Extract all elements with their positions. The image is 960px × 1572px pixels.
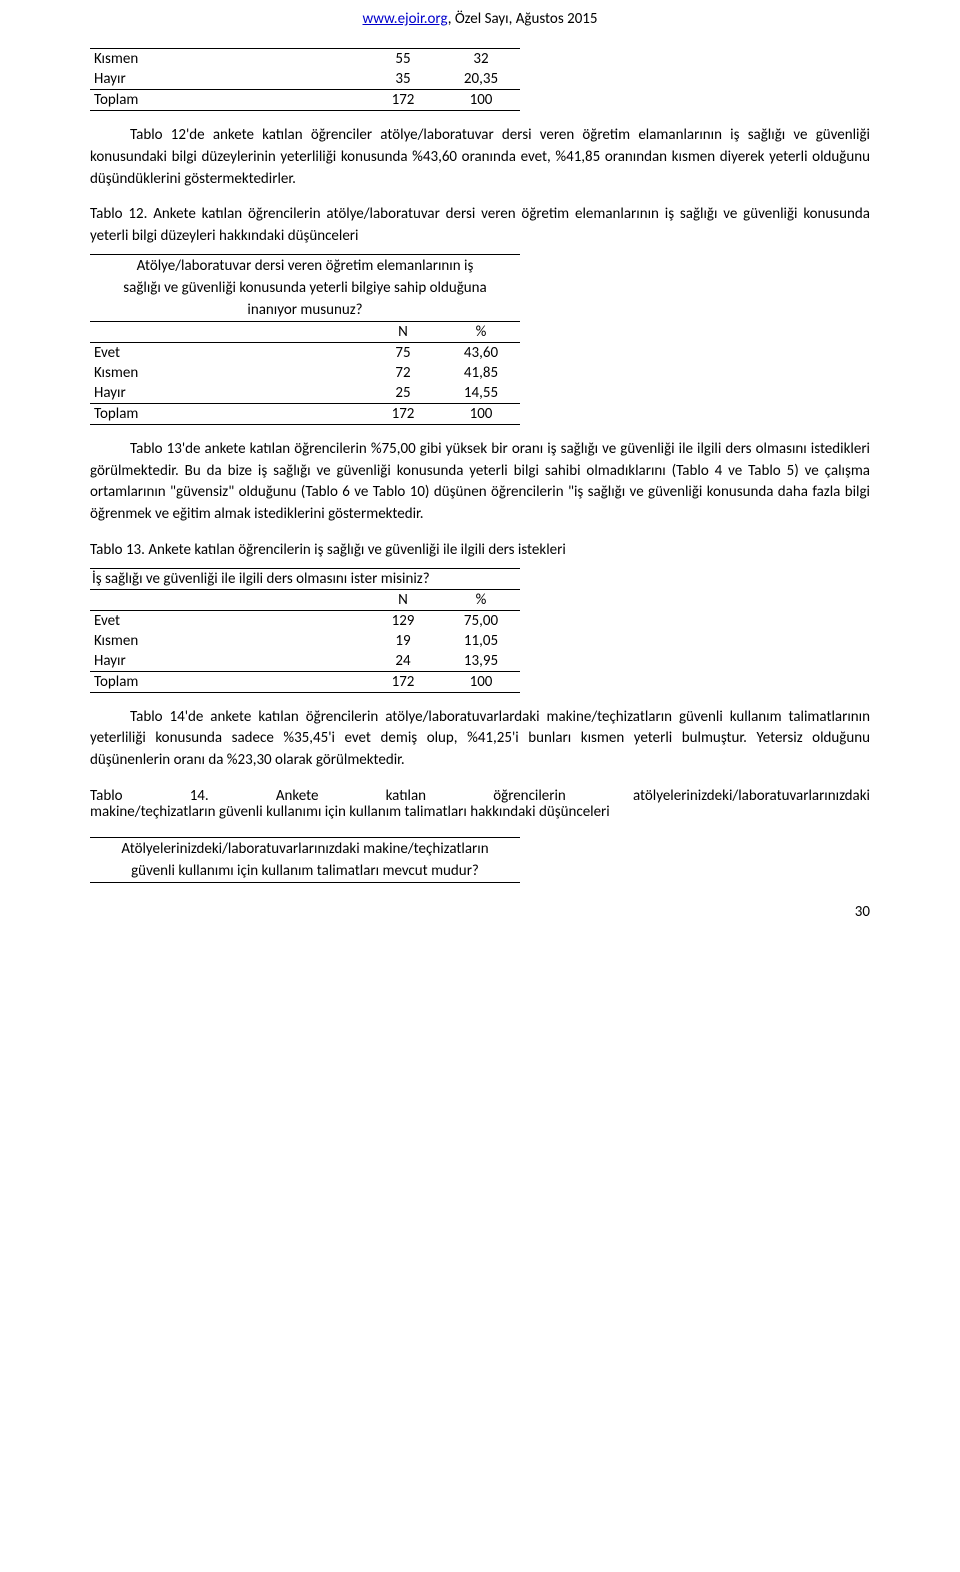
cell-label: Hayır xyxy=(90,383,364,404)
cell-label: Hayır xyxy=(90,651,364,672)
cell-label: Toplam xyxy=(90,671,364,692)
cell-pct: 14,55 xyxy=(442,383,520,404)
cell-n: 75 xyxy=(364,342,442,363)
page-number: 30 xyxy=(90,903,870,921)
cell-label: Kısmen xyxy=(90,631,364,651)
cell-n: 55 xyxy=(364,49,442,70)
header-blank xyxy=(90,589,364,610)
table-14-caption: Tablo 14. Ankete katılan öğrencilerin at… xyxy=(90,786,870,824)
question-line: Atölyelerinizdeki/laboratuvarlarınızdaki… xyxy=(90,838,520,861)
table-row: Hayır 35 20,35 xyxy=(90,69,520,90)
cell-pct: 100 xyxy=(442,90,520,111)
table-14-partial: Atölyelerinizdeki/laboratuvarlarınızdaki… xyxy=(90,837,520,883)
table-12: Atölye/laboratuvar dersi veren öğretim e… xyxy=(90,254,520,425)
caption-word: atölyelerinizdeki/laboratuvarlarınızdaki xyxy=(633,786,870,808)
question-line: Atölye/laboratuvar dersi veren öğretim e… xyxy=(90,254,520,277)
cell-n: 172 xyxy=(364,671,442,692)
cell-label: Toplam xyxy=(90,403,364,424)
cell-pct: 100 xyxy=(442,403,520,424)
cell-pct: 32 xyxy=(442,49,520,70)
cell-label: Kısmen xyxy=(90,49,364,70)
question-line: İş sağlığı ve güvenliği ile ilgili ders … xyxy=(90,568,520,589)
table-12-caption: Tablo 12. Ankete katılan öğrencilerin at… xyxy=(90,204,870,248)
cell-n: 129 xyxy=(364,610,442,631)
issue-label: , Özel Sayı, Ağustos 2015 xyxy=(448,10,598,28)
cell-label: Evet xyxy=(90,610,364,631)
cell-n: 25 xyxy=(364,383,442,404)
table-row: Kısmen 55 32 xyxy=(90,49,520,70)
header-pct: % xyxy=(442,321,520,342)
table-13-caption: Tablo 13. Ankete katılan öğrencilerin iş… xyxy=(90,540,870,562)
header-pct: % xyxy=(442,589,520,610)
cell-label: Kısmen xyxy=(90,363,364,383)
cell-n: 19 xyxy=(364,631,442,651)
cell-pct: 20,35 xyxy=(442,69,520,90)
journal-header: www.ejoir.org, Özel Sayı, Ağustos 2015 xyxy=(90,10,870,28)
table-row: Hayır 24 13,95 xyxy=(90,651,520,672)
table-row: Evet 75 43,60 xyxy=(90,342,520,363)
cell-pct: 75,00 xyxy=(442,610,520,631)
cell-n: 172 xyxy=(364,90,442,111)
cell-n: 72 xyxy=(364,363,442,383)
cell-n: 24 xyxy=(364,651,442,672)
table-row: Kısmen 19 11,05 xyxy=(90,631,520,651)
cell-pct: 43,60 xyxy=(442,342,520,363)
cell-label: Evet xyxy=(90,342,364,363)
table-row: Toplam 172 100 xyxy=(90,403,520,424)
table-row: Evet 129 75,00 xyxy=(90,610,520,631)
question-line: sağlığı ve güvenliği konusunda yeterli b… xyxy=(90,277,520,299)
table-row: Hayır 25 14,55 xyxy=(90,383,520,404)
cell-n: 35 xyxy=(364,69,442,90)
cell-n: 172 xyxy=(364,403,442,424)
cell-pct: 100 xyxy=(442,671,520,692)
cell-pct: 41,85 xyxy=(442,363,520,383)
table-row: Toplam 172 100 xyxy=(90,671,520,692)
paragraph-3: Tablo 14'de ankete katılan öğrencilerin … xyxy=(90,707,870,772)
paragraph-1: Tablo 12'de ankete katılan öğrenciler at… xyxy=(90,125,870,190)
journal-link[interactable]: www.ejoir.org xyxy=(362,10,447,28)
question-line: inanıyor musunuz? xyxy=(90,299,520,322)
table-row: Toplam 172 100 xyxy=(90,90,520,111)
cell-pct: 13,95 xyxy=(442,651,520,672)
question-line: güvenli kullanımı için kullanım talimatl… xyxy=(90,860,520,883)
table-13: İş sağlığı ve güvenliği ile ilgili ders … xyxy=(90,568,520,693)
header-n: N xyxy=(364,321,442,342)
cell-pct: 11,05 xyxy=(442,631,520,651)
table-11-partial: Kısmen 55 32 Hayır 35 20,35 Toplam 172 1… xyxy=(90,48,520,111)
cell-label: Toplam xyxy=(90,90,364,111)
header-blank xyxy=(90,321,364,342)
paragraph-2: Tablo 13'de ankete katılan öğrencilerin … xyxy=(90,439,870,526)
header-n: N xyxy=(364,589,442,610)
table-row: Kısmen 72 41,85 xyxy=(90,363,520,383)
cell-label: Hayır xyxy=(90,69,364,90)
